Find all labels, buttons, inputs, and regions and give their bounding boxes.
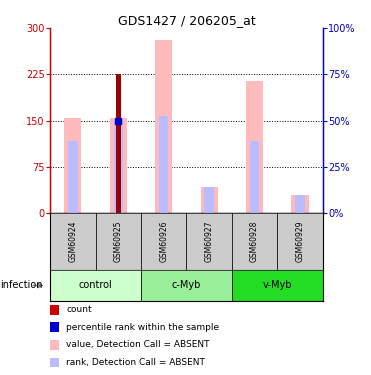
Bar [64, 118, 82, 213]
Bar [232, 270, 323, 301]
Text: GSM60925: GSM60925 [114, 221, 123, 262]
Text: c-Myb: c-Myb [172, 280, 201, 291]
Text: GSM60924: GSM60924 [68, 221, 77, 262]
Bar [141, 270, 232, 301]
Text: control: control [79, 280, 112, 291]
Text: value, Detection Call = ABSENT: value, Detection Call = ABSENT [66, 340, 210, 350]
Text: count: count [66, 305, 92, 314]
Bar [50, 340, 59, 350]
Text: GSM60928: GSM60928 [250, 221, 259, 262]
Text: GSM60927: GSM60927 [205, 221, 214, 262]
Bar [204, 187, 214, 213]
Bar [295, 195, 305, 213]
Bar [159, 116, 168, 213]
Bar [68, 141, 78, 213]
Bar [114, 121, 123, 213]
Bar [155, 40, 173, 213]
Bar [50, 322, 59, 332]
Bar [291, 195, 309, 213]
Title: GDS1427 / 206205_at: GDS1427 / 206205_at [118, 14, 255, 27]
Text: v-Myb: v-Myb [263, 280, 292, 291]
Bar [141, 213, 187, 270]
Text: GSM60926: GSM60926 [159, 221, 168, 262]
Bar [278, 213, 323, 270]
Bar [187, 213, 232, 270]
Text: percentile rank within the sample: percentile rank within the sample [66, 323, 219, 332]
Bar [50, 270, 141, 301]
Bar [246, 81, 263, 213]
Bar [50, 213, 96, 270]
Bar [50, 305, 59, 315]
Bar [116, 75, 121, 213]
Bar [200, 187, 218, 213]
Text: GSM60929: GSM60929 [296, 221, 305, 262]
Text: infection: infection [0, 280, 43, 291]
Text: rank, Detection Call = ABSENT: rank, Detection Call = ABSENT [66, 358, 205, 367]
Bar [109, 118, 127, 213]
Bar [50, 358, 59, 367]
Bar [250, 141, 259, 213]
Bar [232, 213, 278, 270]
Bar [96, 213, 141, 270]
